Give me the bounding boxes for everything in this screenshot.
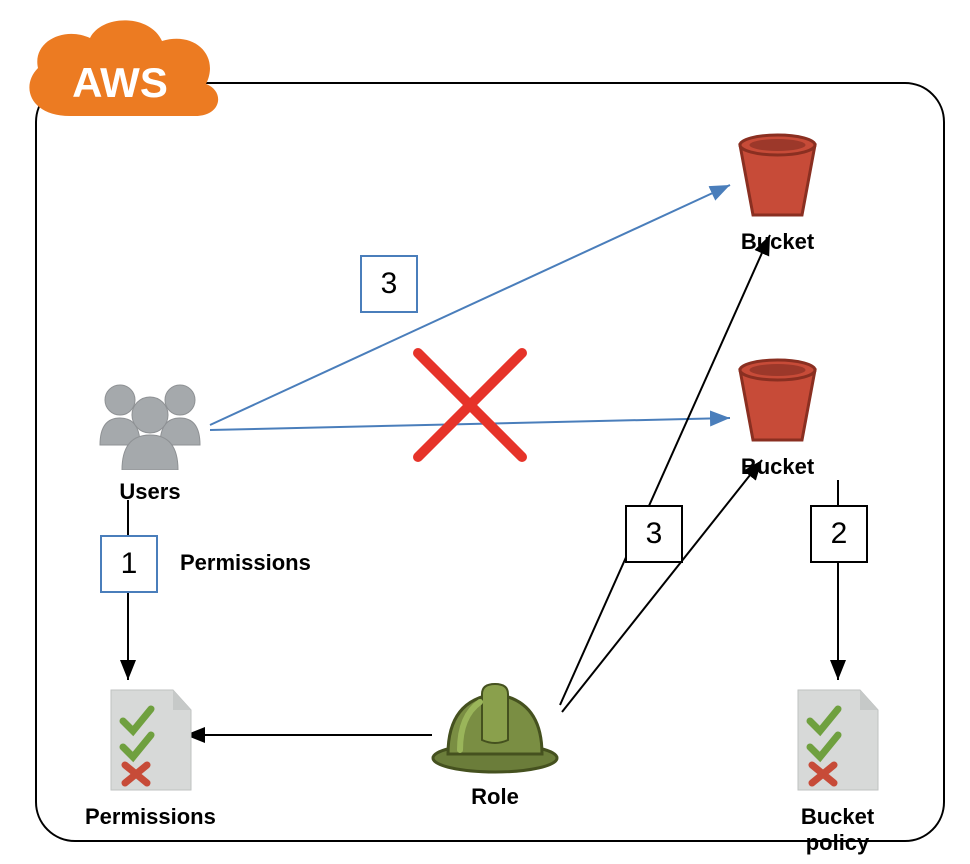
- permissions-label: Permissions: [85, 804, 216, 830]
- permissions-node: Permissions: [85, 685, 216, 830]
- step-3b-text: 3: [646, 517, 663, 551]
- users-icon: [90, 370, 210, 470]
- bucket1-label: Bucket: [730, 229, 825, 255]
- users-node: Users: [90, 370, 210, 505]
- bucket-policy-node: Bucket policy: [790, 685, 885, 856]
- hardhat-icon: [430, 680, 560, 775]
- step-box-2: 2: [810, 505, 868, 563]
- step-1-text: 1: [121, 547, 138, 581]
- bucket2-node: Bucket: [730, 355, 825, 480]
- bucket-icon: [730, 355, 825, 445]
- step-box-1: 1: [100, 535, 158, 593]
- step-box-3a: 3: [360, 255, 418, 313]
- aws-cloud-badge: AWS: [10, 6, 230, 146]
- role-label: Role: [430, 784, 560, 810]
- step-box-3b: 3: [625, 505, 683, 563]
- bucket2-label: Bucket: [730, 454, 825, 480]
- bucket-policy-label: Bucket policy: [790, 804, 885, 856]
- policy-document-icon: [103, 685, 198, 795]
- policy-document-icon: [790, 685, 885, 795]
- users-label: Users: [90, 479, 210, 505]
- bucket1-node: Bucket: [730, 130, 825, 255]
- permissions-side-label: Permissions: [180, 550, 311, 576]
- step-3a-text: 3: [381, 267, 398, 301]
- bucket-icon: [730, 130, 825, 220]
- step-2-text: 2: [831, 517, 848, 551]
- aws-cloud-label: AWS: [72, 59, 168, 107]
- role-node: Role: [430, 680, 560, 810]
